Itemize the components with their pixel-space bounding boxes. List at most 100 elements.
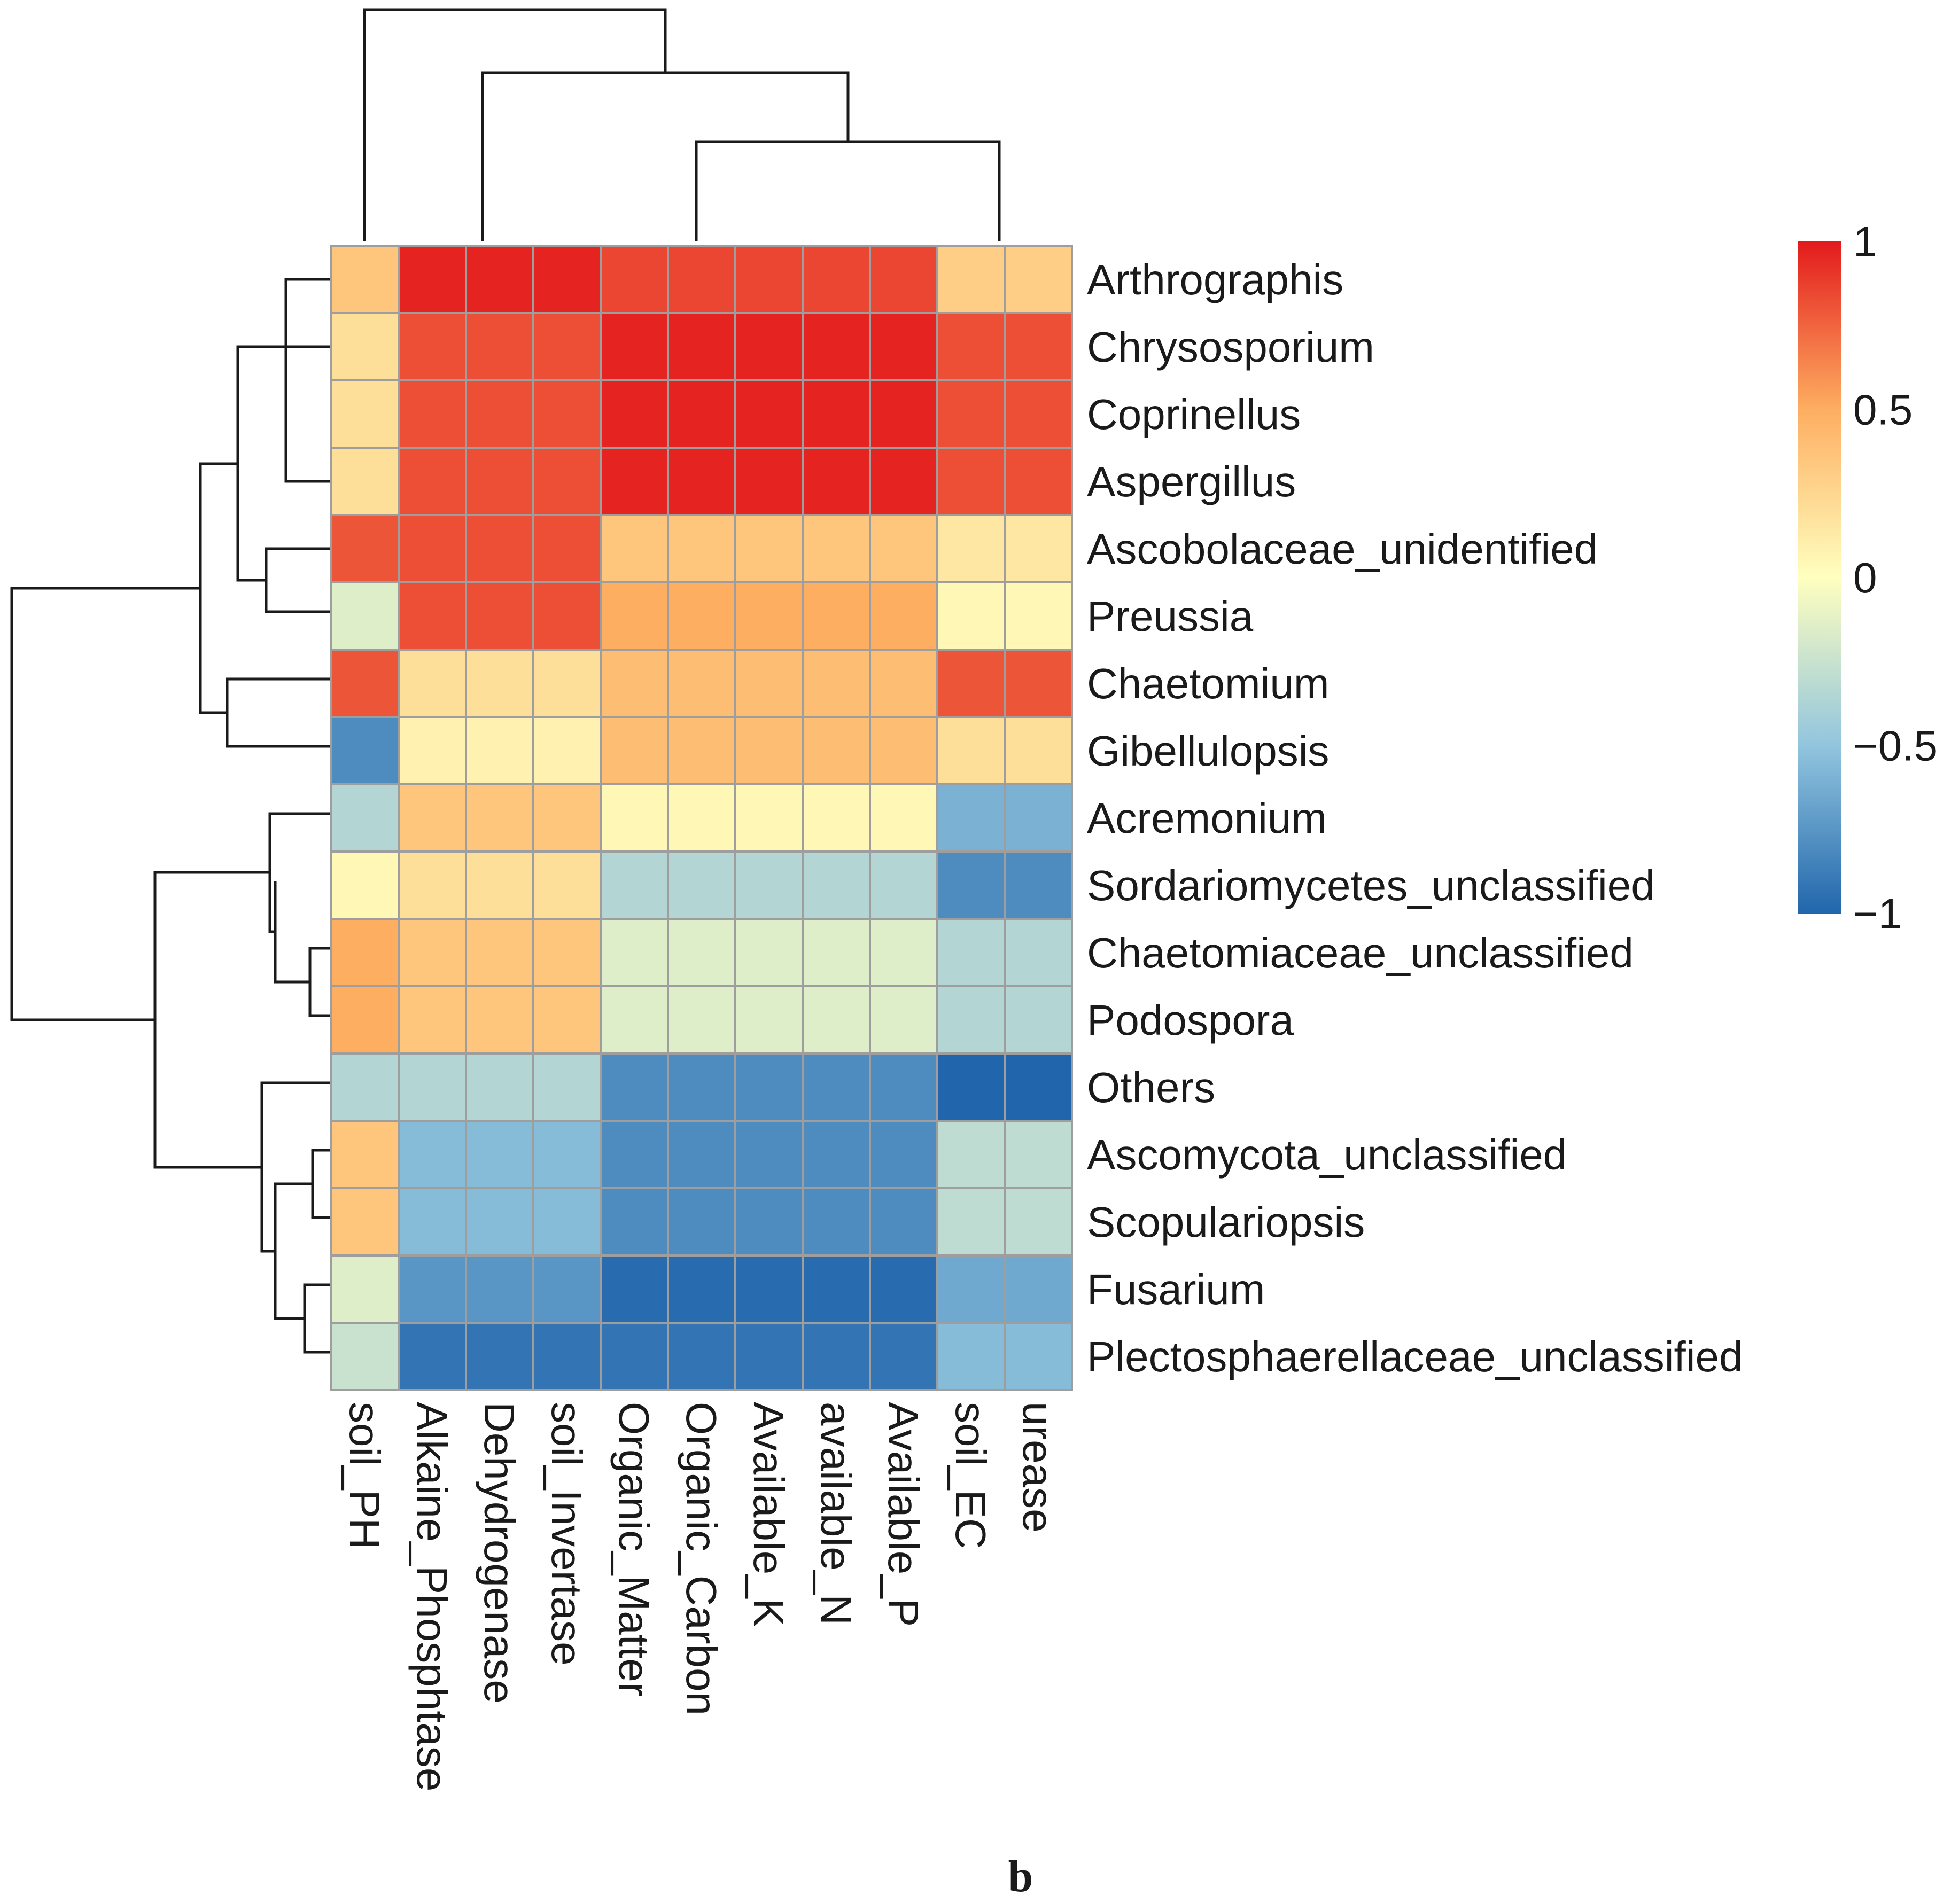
- heatmap-cell: [869, 1322, 938, 1391]
- heatmap-cell: [330, 447, 400, 516]
- heatmap-cell: [330, 1120, 400, 1189]
- column-label: Organic_Carbon: [678, 1402, 725, 1715]
- heatmap-cell: [869, 245, 938, 314]
- legend-ticks: 1 0.5 0 −0.5 −1: [1853, 218, 1938, 938]
- heatmap-cell: [398, 716, 467, 785]
- heatmap-cell: [667, 649, 736, 718]
- dendrogram-branch: [308, 947, 331, 1017]
- heatmap-cell: [600, 783, 669, 853]
- heatmap-cell: [667, 850, 736, 920]
- column-label: Available_K: [745, 1402, 792, 1627]
- heatmap-cell: [802, 649, 871, 718]
- heatmap-cell: [869, 1254, 938, 1324]
- heatmap-cell: [667, 379, 736, 449]
- heatmap-cell: [532, 716, 602, 785]
- heatmap-cell: [802, 1187, 871, 1257]
- heatmap-cell: [600, 985, 669, 1055]
- row-labels: Arthrographis Chrysosporium Coprinellus Asp…: [1087, 256, 1743, 1380]
- heatmap-cell: [465, 581, 534, 651]
- dendrogram-branch: [274, 881, 310, 984]
- heatmap-cell: [532, 1254, 602, 1324]
- heatmap-cell: [532, 850, 602, 920]
- dendrogram-branch: [284, 278, 331, 414]
- dendrogram-branch: [268, 812, 331, 933]
- heatmap-cell: [869, 581, 938, 651]
- heatmap-cell: [1004, 649, 1073, 718]
- heatmap-cell: [802, 514, 871, 583]
- heatmap-cell: [330, 514, 400, 583]
- heatmap-cell: [734, 1322, 804, 1391]
- heatmap-cell: [734, 514, 804, 583]
- heatmap-cell: [802, 581, 871, 651]
- heatmap-cell: [532, 447, 602, 516]
- heatmap-cell: [465, 447, 534, 516]
- dendrogram-branch: [236, 345, 286, 582]
- heatmap-cell: [936, 1120, 1006, 1189]
- row-label: Arthrographis: [1087, 256, 1343, 303]
- heatmap-cell: [936, 850, 1006, 920]
- heatmap-cell: [398, 447, 467, 516]
- row-label: Chrysosporium: [1087, 323, 1374, 371]
- row-label: Chaetomium: [1087, 660, 1330, 707]
- heatmap-cell: [398, 312, 467, 381]
- heatmap-cell: [465, 918, 534, 987]
- heatmap-cell: [600, 716, 669, 785]
- heatmap-cell: [465, 850, 534, 920]
- heatmap-cell: [532, 245, 602, 314]
- legend-tick-label: 0: [1853, 554, 1877, 602]
- heatmap-cell: [330, 1322, 400, 1391]
- heatmap-cell: [600, 379, 669, 449]
- heatmap-cell: [398, 1052, 467, 1122]
- heatmap-cell: [667, 581, 736, 651]
- dendrogram-branch: [311, 1149, 331, 1219]
- heatmap-cell: [869, 379, 938, 449]
- heatmap-cell: [465, 783, 534, 853]
- heatmap-cell: [734, 783, 804, 853]
- heatmap-cell: [398, 514, 467, 583]
- heatmap-cell: [398, 245, 467, 314]
- heatmap-cell: [1004, 783, 1073, 853]
- heatmap-cell: [936, 918, 1006, 987]
- heatmap-cell: [936, 1254, 1006, 1324]
- column-label: Available_P: [880, 1402, 927, 1627]
- heatmap-cell: [398, 918, 467, 987]
- heatmap-cell: [734, 1187, 804, 1257]
- heatmap-cell: [330, 649, 400, 718]
- heatmap-cell: [734, 245, 804, 314]
- heatmap-cell: [532, 985, 602, 1055]
- panel-label: b: [1008, 1852, 1033, 1901]
- row-label: Coprinellus: [1087, 391, 1301, 438]
- heatmap-cell: [667, 783, 736, 853]
- dendrogram-branch: [265, 547, 331, 613]
- dendrogram-branch: [481, 71, 850, 241]
- heatmap-cell: [734, 1120, 804, 1189]
- heatmap-cell: [734, 716, 804, 785]
- dendrogram-branch: [260, 1081, 331, 1253]
- heatmap-cell: [1004, 245, 1073, 314]
- heatmap-cell: [667, 1254, 736, 1324]
- row-label: Sordariomycetes_unclassified: [1087, 862, 1655, 909]
- heatmap-cell: [802, 985, 871, 1055]
- heatmap-cell: [869, 1120, 938, 1189]
- column-label: soil_PH: [341, 1402, 388, 1549]
- heatmap-cell: [600, 581, 669, 651]
- heatmap-cell: [869, 1052, 938, 1122]
- heatmap-cell: [398, 1254, 467, 1324]
- heatmap-cell: [330, 716, 400, 785]
- heatmap-cell: [667, 716, 736, 785]
- heatmap-cell: [330, 783, 400, 853]
- heatmap-cell: [600, 1322, 669, 1391]
- heatmap-cell: [330, 245, 400, 314]
- heatmap-cell: [667, 1322, 736, 1391]
- heatmap-cell: [330, 1254, 400, 1324]
- heatmap-cell: [936, 1052, 1006, 1122]
- heatmap-cell: [330, 379, 400, 449]
- dendrogram-branch: [153, 871, 270, 1169]
- heatmap-cell: [1004, 514, 1073, 583]
- heatmap-cell: [869, 1187, 938, 1257]
- dendrogram-branch: [695, 140, 1001, 241]
- column-label: Dehydrogenase: [476, 1402, 523, 1704]
- heatmap-cell: [936, 245, 1006, 314]
- heatmap-cell: [398, 581, 467, 651]
- heatmap-cell: [936, 514, 1006, 583]
